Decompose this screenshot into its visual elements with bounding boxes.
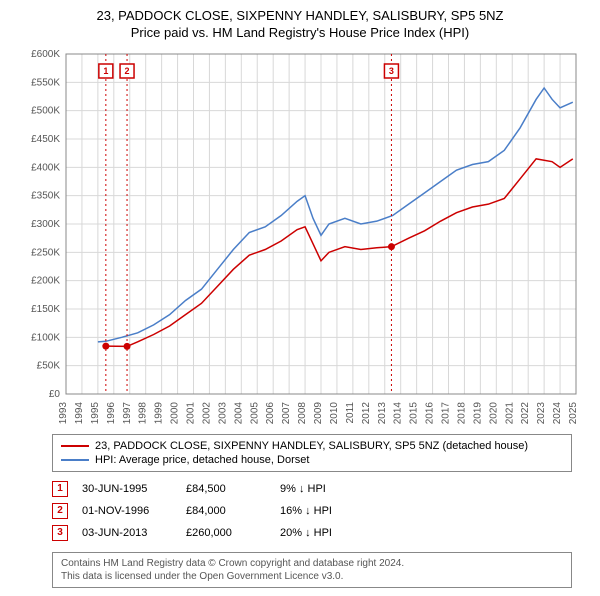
legend-label: 23, PADDOCK CLOSE, SIXPENNY HANDLEY, SAL… — [95, 440, 528, 452]
chart-subtitle: Price paid vs. HM Land Registry's House … — [12, 25, 588, 40]
legend-row-1: HPI: Average price, detached house, Dors… — [61, 453, 563, 467]
x-tick-label: 1996 — [106, 401, 117, 424]
legend-label: HPI: Average price, detached house, Dors… — [95, 454, 309, 466]
x-tick-label: 2020 — [488, 401, 499, 424]
event-table: 1 30-JUN-1995 £84,500 9% ↓ HPI 2 01-NOV-1996 £… — [52, 478, 588, 544]
event-date: 01-NOV-1996 — [82, 505, 172, 517]
y-tick-label: £450K — [31, 134, 60, 145]
event-badge: 3 — [52, 525, 68, 541]
x-tick-label: 2005 — [249, 401, 260, 424]
y-tick-label: £500K — [31, 106, 60, 117]
event-badge: 1 — [52, 481, 68, 497]
footer-line2: This data is licensed under the Open Gov… — [61, 570, 563, 583]
x-tick-label: 2014 — [393, 401, 404, 424]
y-tick-label: £400K — [31, 162, 60, 173]
x-tick-label: 1997 — [122, 401, 133, 424]
x-tick-label: 1999 — [154, 401, 165, 424]
event-row-1: 1 30-JUN-1995 £84,500 9% ↓ HPI — [52, 478, 588, 500]
marker-dot-1 — [102, 343, 109, 350]
footer-line1: Contains HM Land Registry data © Crown c… — [61, 557, 563, 570]
event-row-2: 2 01-NOV-1996 £84,000 16% ↓ HPI — [52, 500, 588, 522]
x-tick-label: 2006 — [265, 401, 276, 424]
x-tick-label: 2022 — [520, 401, 531, 424]
legend-swatch — [61, 445, 89, 447]
x-tick-label: 2023 — [536, 401, 547, 424]
x-tick-label: 2016 — [425, 401, 436, 424]
y-tick-label: £50K — [37, 361, 61, 372]
x-tick-label: 2017 — [441, 401, 452, 424]
event-price: £260,000 — [186, 527, 266, 539]
x-tick-label: 2025 — [568, 401, 579, 424]
x-tick-label: 2012 — [361, 401, 372, 424]
y-tick-label: £150K — [31, 304, 60, 315]
footer-attribution: Contains HM Land Registry data © Crown c… — [52, 552, 572, 588]
x-tick-label: 1998 — [138, 401, 149, 424]
x-tick-label: 2024 — [552, 401, 563, 424]
legend-row-0: 23, PADDOCK CLOSE, SIXPENNY HANDLEY, SAL… — [61, 439, 563, 453]
event-diff: 16% ↓ HPI — [280, 505, 390, 517]
x-tick-label: 2000 — [170, 401, 181, 424]
marker-badge-text-1: 1 — [103, 66, 108, 76]
event-row-3: 3 03-JUN-2013 £260,000 20% ↓ HPI — [52, 522, 588, 544]
event-diff: 20% ↓ HPI — [280, 527, 390, 539]
chart-svg: £0 £50K £100K £150K £200K £250K £300K £350K £400… — [12, 46, 588, 426]
y-tick-label: £550K — [31, 77, 60, 88]
event-price: £84,500 — [186, 483, 266, 495]
chart-plot-area: £0 £50K £100K £150K £200K £250K £300K £350K £400… — [12, 46, 588, 426]
x-tick-label: 2001 — [186, 401, 197, 424]
x-tick-label: 2009 — [313, 401, 324, 424]
y-tick-label: £100K — [31, 332, 60, 343]
x-tick-label: 1995 — [90, 401, 101, 424]
event-date: 03-JUN-2013 — [82, 527, 172, 539]
marker-dot-2 — [124, 343, 131, 350]
y-tick-label: £200K — [31, 276, 60, 287]
y-tick-label: £350K — [31, 191, 60, 202]
x-tick-label: 2013 — [377, 401, 388, 424]
x-tick-label: 2011 — [345, 401, 356, 423]
marker-badge-text-2: 2 — [125, 66, 130, 76]
x-tick-label: 2019 — [472, 401, 483, 424]
legend-box: 23, PADDOCK CLOSE, SIXPENNY HANDLEY, SAL… — [52, 434, 572, 472]
chart-container: 23, PADDOCK CLOSE, SIXPENNY HANDLEY, SAL… — [0, 0, 600, 596]
legend-swatch — [61, 459, 89, 461]
series-hpi — [98, 88, 573, 342]
x-tick-label: 2004 — [233, 401, 244, 424]
x-tick-label: 1994 — [74, 401, 85, 424]
y-tick-label: £300K — [31, 219, 60, 230]
event-date: 30-JUN-1995 — [82, 483, 172, 495]
x-tick-label: 2003 — [217, 401, 228, 424]
x-tick-label: 2018 — [456, 401, 467, 424]
x-tick-label: 1993 — [58, 401, 69, 424]
event-price: £84,000 — [186, 505, 266, 517]
x-tick-label: 2010 — [329, 401, 340, 424]
x-tick-label: 2007 — [281, 401, 292, 424]
y-tick-label: £600K — [31, 49, 60, 60]
x-tick-label: 2015 — [409, 401, 420, 424]
marker-dot-3 — [388, 243, 395, 250]
chart-title: 23, PADDOCK CLOSE, SIXPENNY HANDLEY, SAL… — [12, 8, 588, 25]
y-tick-label: £0 — [49, 389, 61, 400]
x-tick-label: 2021 — [504, 401, 515, 424]
x-tick-label: 2008 — [297, 401, 308, 424]
marker-badge-text-3: 3 — [389, 66, 394, 76]
y-tick-label: £250K — [31, 247, 60, 258]
event-badge: 2 — [52, 503, 68, 519]
event-diff: 9% ↓ HPI — [280, 483, 390, 495]
x-tick-label: 2002 — [201, 401, 212, 424]
